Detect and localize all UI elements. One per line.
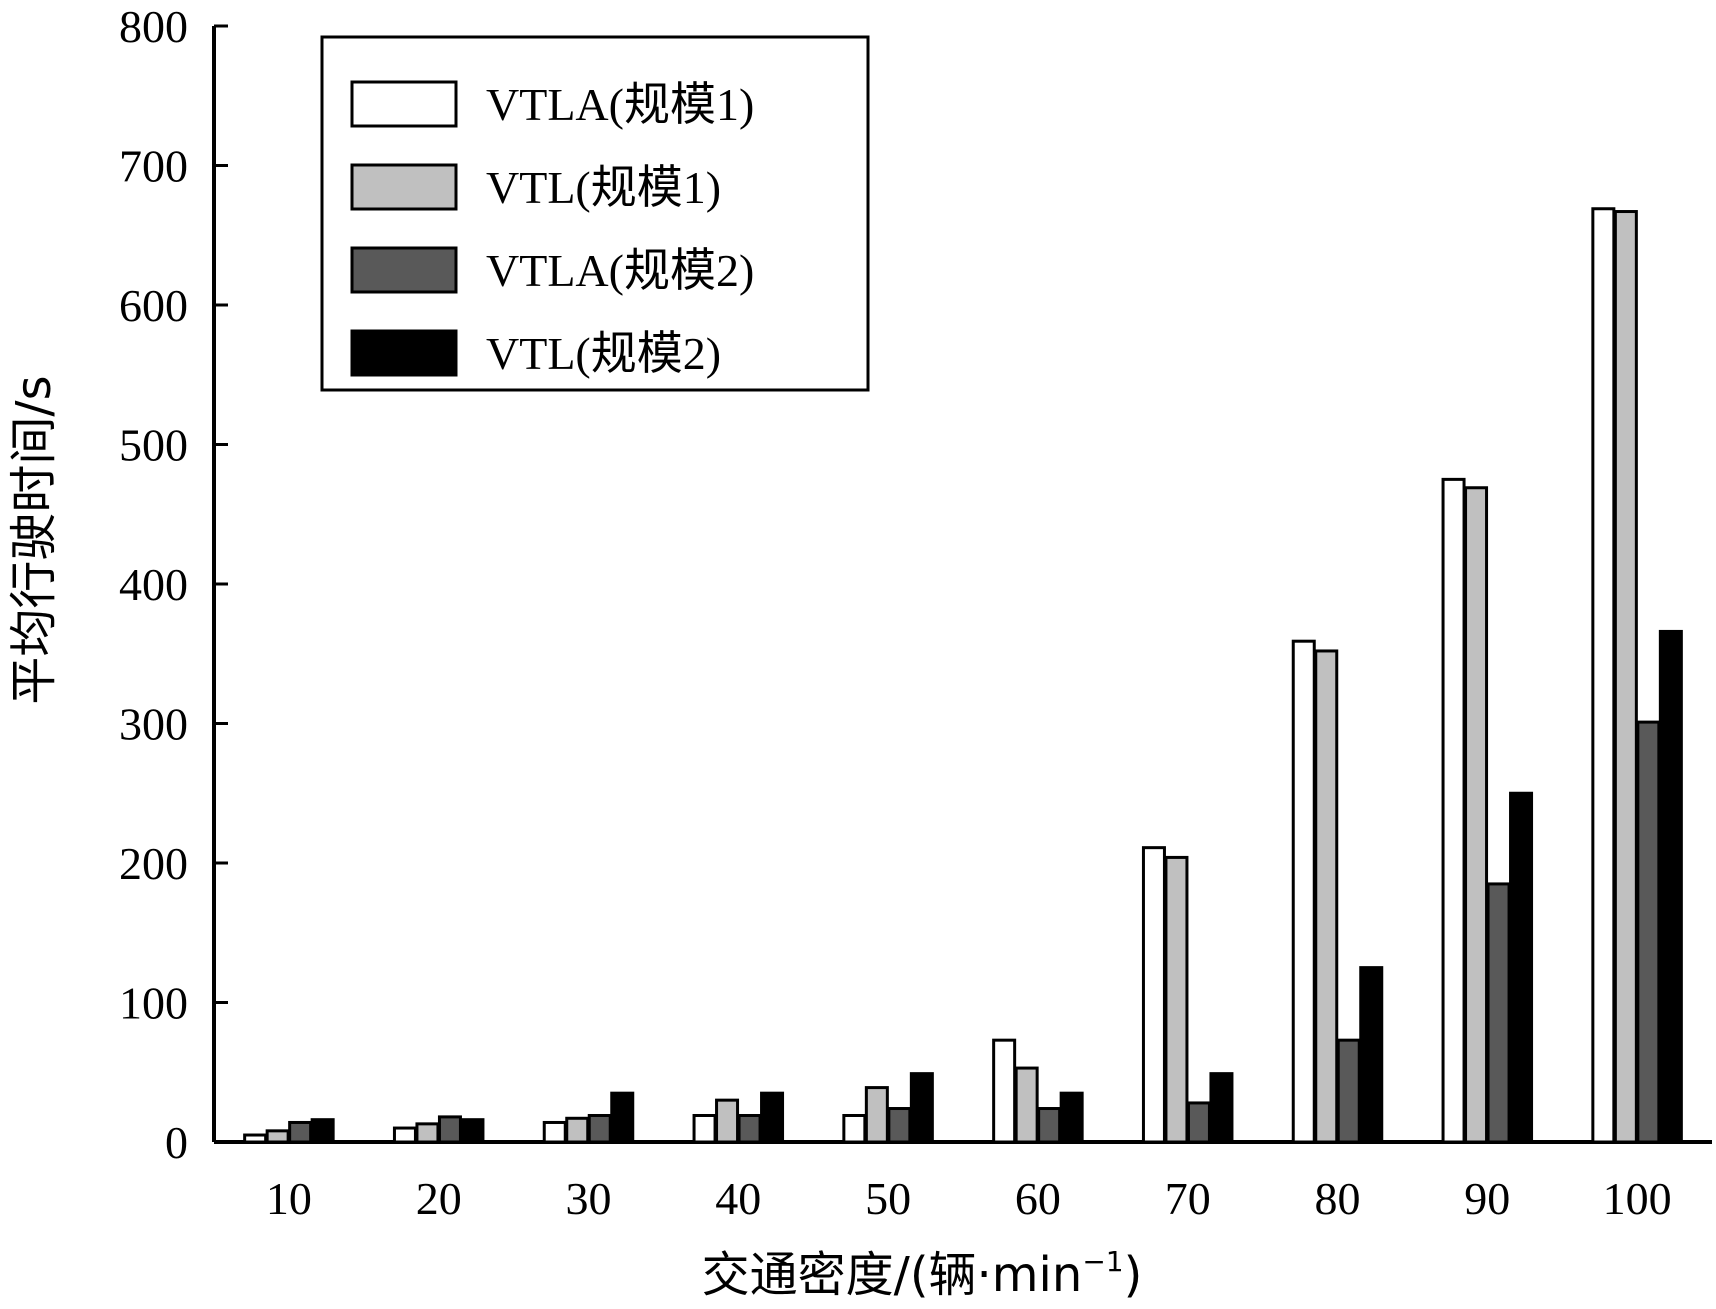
bar: [1164, 855, 1189, 1144]
bar: [1291, 639, 1316, 1144]
bar: [1014, 1066, 1039, 1144]
bar: [1314, 649, 1339, 1144]
bar: [565, 1116, 590, 1144]
y-tick-label: 300: [119, 699, 188, 750]
x-tick-label: 80: [1315, 1173, 1361, 1224]
x-tick-label: 90: [1464, 1173, 1510, 1224]
x-axis-title-main: 交通密度/(辆·min: [702, 1247, 1083, 1303]
x-tick-label: 100: [1603, 1173, 1672, 1224]
bar: [715, 1098, 740, 1144]
bar: [1059, 1091, 1084, 1144]
bar: [692, 1113, 717, 1144]
x-tick-label: 70: [1165, 1173, 1211, 1224]
bar: [760, 1091, 785, 1144]
x-tick-label: 50: [865, 1173, 911, 1224]
bar: [310, 1118, 335, 1144]
bar: [1464, 486, 1489, 1144]
y-tick-label: 200: [119, 838, 188, 889]
x-axis-title: 交通密度/(辆·min−1): [702, 1245, 1143, 1303]
bar: [1441, 477, 1466, 1144]
bar: [587, 1113, 612, 1144]
bar: [1486, 882, 1511, 1144]
bar: [737, 1113, 762, 1144]
y-tick-label: 400: [119, 559, 188, 610]
bar: [992, 1038, 1017, 1144]
bar: [1336, 1038, 1361, 1144]
y-tick-label: 100: [119, 978, 188, 1029]
bar: [1613, 210, 1638, 1144]
legend-swatch: [350, 80, 458, 128]
legend-label: VTL(规模1): [486, 162, 721, 213]
bar: [392, 1126, 417, 1144]
x-tick-label: 10: [266, 1173, 312, 1224]
legend-swatch: [350, 163, 458, 211]
y-axis-title: 平均行驶时间/s: [6, 375, 62, 704]
x-tick-label: 30: [566, 1173, 612, 1224]
plot-area: 0 100 200 300 400 500 600 700 800 10 20 30 40 50 60 70 8…: [119, 1, 1712, 1224]
bar: [887, 1107, 912, 1144]
bar: [1658, 629, 1683, 1144]
legend-label: VTL(规模2): [486, 328, 721, 379]
bar: [288, 1120, 313, 1144]
legend-swatch: [350, 329, 458, 377]
bar: [243, 1133, 268, 1144]
bar: [909, 1072, 934, 1144]
bar: [1037, 1107, 1062, 1144]
bar: [437, 1115, 462, 1144]
bar: [1509, 791, 1534, 1144]
y-tick-label: 800: [119, 1, 188, 52]
x-axis-title-superscript: −1: [1082, 1245, 1123, 1278]
bar: [1141, 846, 1166, 1144]
y-tick-label: 600: [119, 280, 188, 331]
bar: [1636, 720, 1661, 1144]
legend-label: VTLA(规模2): [486, 245, 754, 296]
legend-label: VTLA(规模1): [486, 79, 754, 130]
bar: [610, 1091, 635, 1144]
bar: [542, 1120, 567, 1144]
bar: [842, 1113, 867, 1144]
x-tick-label: 40: [715, 1173, 761, 1224]
bar: [1359, 966, 1384, 1144]
bar: [1591, 207, 1616, 1144]
bar: [265, 1129, 290, 1144]
y-tick-label: 700: [119, 141, 188, 192]
x-tick-label: 60: [1015, 1173, 1061, 1224]
y-tick-label: 500: [119, 420, 188, 471]
bar: [864, 1086, 889, 1144]
y-tick-label: 0: [165, 1117, 188, 1168]
bar: [415, 1122, 440, 1144]
x-axis-title-close: ): [1124, 1247, 1143, 1303]
legend: VTLA(规模1) VTL(规模1) VTLA(规模2) VTL(规模2): [320, 35, 870, 392]
legend-swatch: [350, 246, 458, 294]
bar: [1186, 1101, 1211, 1144]
bar: [1209, 1072, 1234, 1144]
x-tick-label: 20: [416, 1173, 462, 1224]
bar: [460, 1118, 485, 1144]
